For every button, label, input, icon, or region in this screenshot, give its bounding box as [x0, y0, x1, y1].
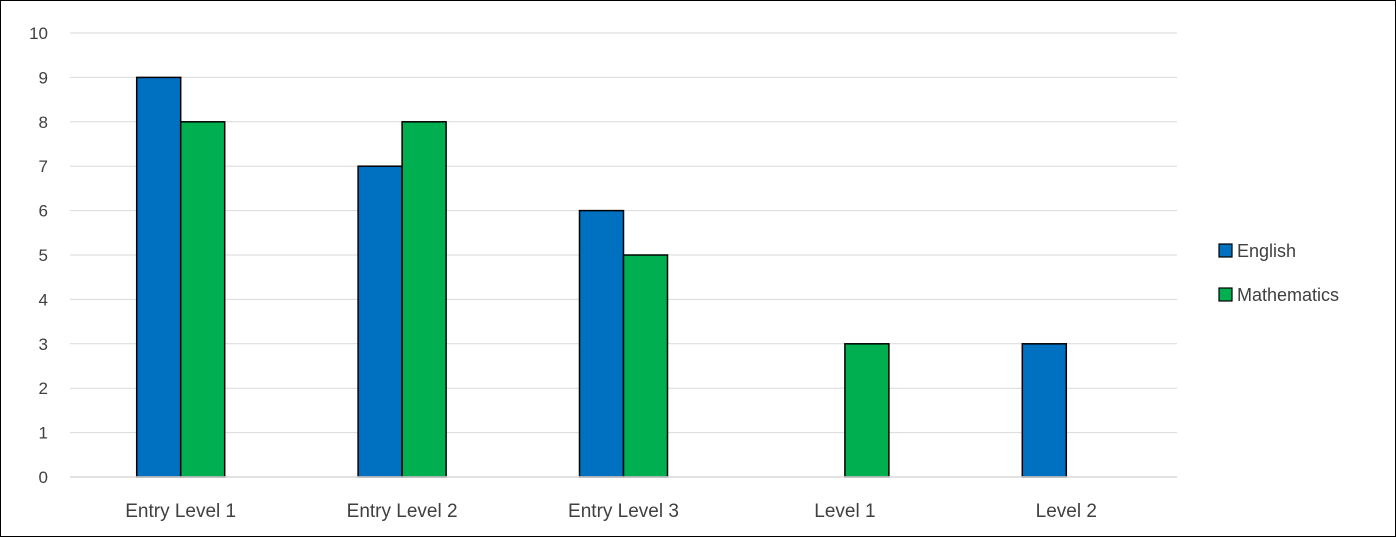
bar-english-entry-level-2: [358, 166, 402, 477]
bar-mathematics-entry-level-1: [181, 122, 225, 477]
bar-english-entry-level-1: [137, 77, 181, 477]
bar-mathematics-entry-level-3: [624, 255, 668, 477]
bar-mathematics-level-1: [845, 344, 889, 477]
y-tick-label: 6: [39, 202, 48, 221]
x-axis-category-labels: Entry Level 1 Entry Level 2 Entry Level 3 L…: [125, 501, 1097, 522]
bar-english-entry-level-3: [580, 211, 624, 477]
y-tick-label: 7: [39, 157, 48, 176]
legend-swatch-mathematics: [1219, 288, 1232, 301]
legend: English Mathematics: [1219, 241, 1339, 305]
bars: [137, 77, 1067, 477]
y-tick-label: 5: [39, 246, 48, 265]
y-tick-label: 8: [39, 113, 48, 132]
y-axis-tick-labels: 0 1 2 3 4 5 6 7 8 9 10: [29, 24, 48, 487]
y-tick-label: 10: [29, 24, 48, 43]
y-tick-label: 3: [39, 335, 48, 354]
y-tick-label: 0: [39, 468, 48, 487]
legend-label-mathematics: Mathematics: [1237, 285, 1339, 305]
y-tick-label: 1: [39, 424, 48, 443]
bar-mathematics-entry-level-2: [402, 122, 446, 477]
x-category-label: Entry Level 2: [347, 501, 458, 522]
y-tick-label: 4: [39, 290, 48, 309]
legend-swatch-english: [1219, 244, 1232, 257]
bar-english-level-2: [1022, 344, 1066, 477]
x-category-label: Level 1: [814, 501, 875, 522]
y-tick-label: 2: [39, 379, 48, 398]
x-category-label: Entry Level 1: [125, 501, 236, 522]
x-category-label: Level 2: [1036, 501, 1097, 522]
legend-label-english: English: [1237, 241, 1296, 261]
x-category-label: Entry Level 3: [568, 501, 679, 522]
y-tick-label: 9: [39, 68, 48, 87]
